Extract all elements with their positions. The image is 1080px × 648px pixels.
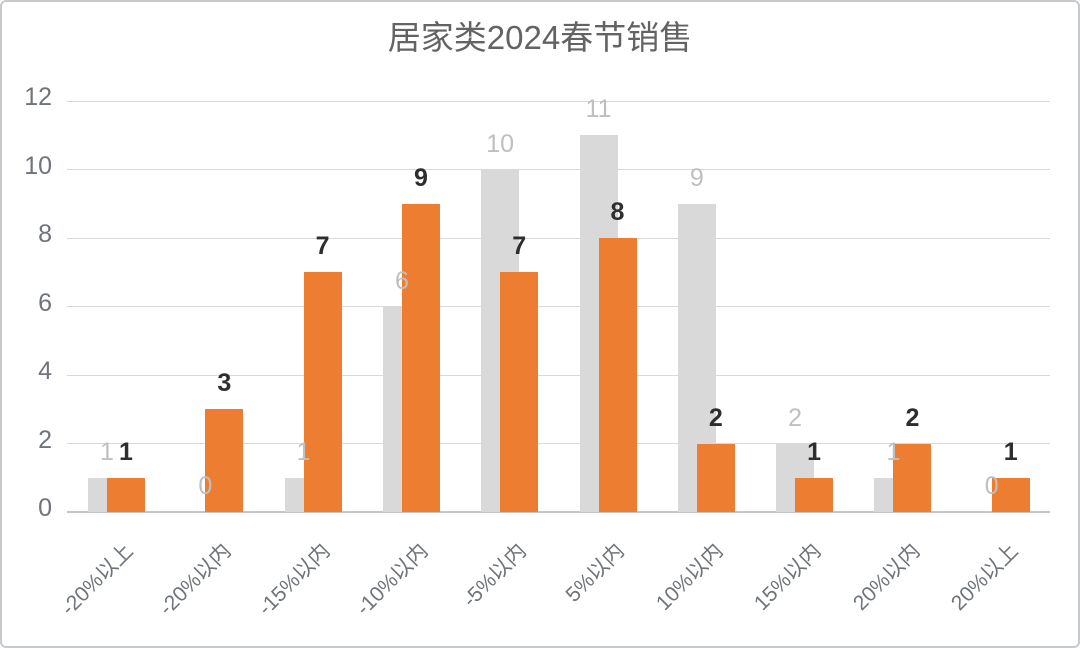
gridline <box>67 306 1050 307</box>
y-tick-label: 2 <box>38 425 52 454</box>
bar-value-label-gray: 9 <box>689 163 704 192</box>
y-axis: 0 2 4 6 8 10 12 <box>2 85 52 521</box>
y-tick-label: 10 <box>24 151 52 180</box>
plot-area: 1 1 0 3 1 7 6 9 10 7 11 8 9 2 2 1 1 2 0 1 <box>67 97 1050 513</box>
bar-value-label-orange: 3 <box>217 369 232 398</box>
gridline <box>67 443 1050 444</box>
bar-value-label-orange: 8 <box>610 198 625 226</box>
y-tick-label: 0 <box>38 494 52 522</box>
x-axis-line <box>67 511 1050 513</box>
bar-value-label-gray: 10 <box>486 129 515 158</box>
x-axis: -20%以上 -20%以内 -15%以内 -10%以内 -5%以内 5%以内 10%以内 15… <box>57 512 1050 646</box>
bar-value-label-orange: 2 <box>708 403 723 432</box>
bar-value-label-gray: 1 <box>296 437 311 466</box>
bar-orange <box>893 443 932 512</box>
bar-value-label-orange: 9 <box>413 163 428 192</box>
bar-value-label-gray: 0 <box>984 472 999 500</box>
bar-value-label-orange: 7 <box>315 232 330 261</box>
bar-value-label-orange: 1 <box>1003 437 1018 466</box>
bar-value-label-gray: 1 <box>100 437 114 466</box>
bar-orange <box>500 272 539 512</box>
y-tick-label: 12 <box>24 83 52 111</box>
bar-value-label-gray: 2 <box>788 403 803 432</box>
bar-orange <box>598 238 637 512</box>
x-axis-label: -10%以内 <box>351 539 433 620</box>
bar-value-label-gray: 1 <box>886 437 901 466</box>
x-axis-label: -5%以内 <box>458 539 531 612</box>
bar-value-label-orange: 1 <box>119 437 133 466</box>
bar-orange <box>401 203 440 512</box>
gridline <box>67 100 1050 102</box>
gridline <box>67 169 1050 170</box>
x-axis-label: -20%以上 <box>57 539 138 620</box>
x-axis-label: 5%以内 <box>561 539 630 607</box>
bar-value-label-orange: 7 <box>512 232 527 261</box>
bar-orange <box>795 477 834 512</box>
bar-orange <box>991 477 1030 512</box>
bar-value-label-gray: 6 <box>394 266 409 295</box>
bar-orange <box>303 272 342 512</box>
gridline <box>67 374 1050 376</box>
x-axis-label: 10%以内 <box>651 539 728 615</box>
bar-value-label-orange: 2 <box>905 403 920 432</box>
x-axis-label: -20%以内 <box>155 539 237 620</box>
y-tick-label: 4 <box>38 357 52 385</box>
x-axis-label: 20%以内 <box>848 539 925 615</box>
x-axis-label: -15%以内 <box>253 539 335 620</box>
bar-orange <box>107 477 145 512</box>
x-axis-label: 15%以内 <box>750 539 826 615</box>
chart-title: 居家类2024春节销售 <box>387 19 693 56</box>
bar-value-label-orange: 1 <box>807 437 822 466</box>
y-tick-label: 8 <box>38 220 52 248</box>
bar-value-label-gray: 0 <box>198 472 213 500</box>
bar-orange <box>205 409 244 512</box>
bar-value-label-gray: 11 <box>585 95 612 124</box>
x-axis-label: 20%以上 <box>946 539 1023 615</box>
y-tick-label: 6 <box>38 288 52 317</box>
gridline <box>67 237 1050 239</box>
bar-orange <box>696 443 735 512</box>
